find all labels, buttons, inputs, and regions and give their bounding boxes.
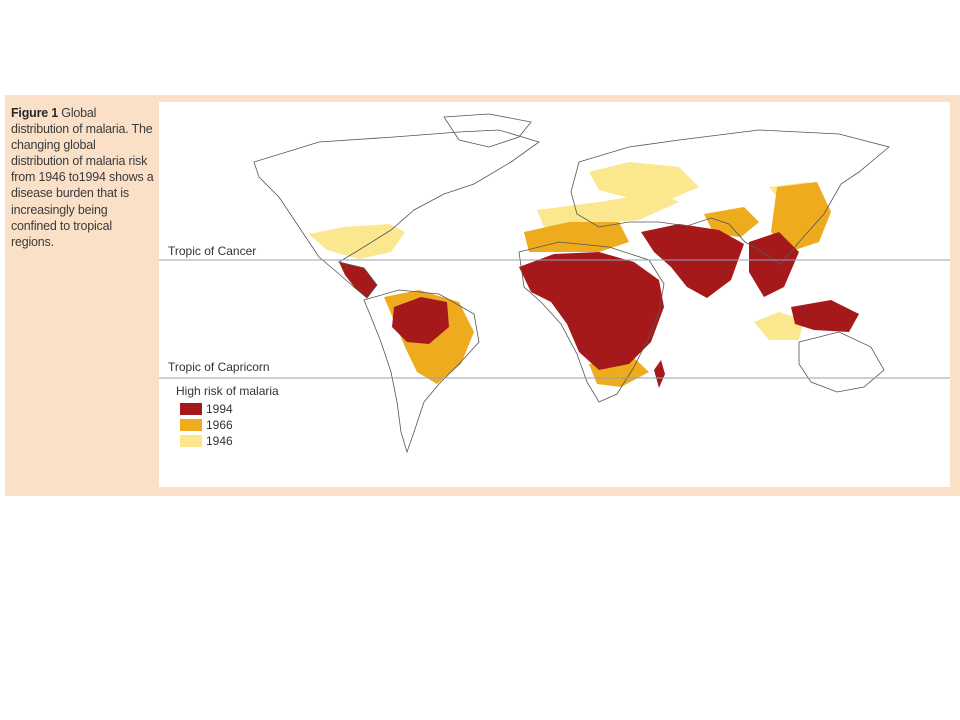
map-legend: High risk of malaria 1994 1966 1946	[176, 384, 279, 449]
tropic-of-cancer-label: Tropic of Cancer	[166, 244, 259, 258]
figure-caption: Figure 1 Global distribution of malaria.…	[11, 105, 156, 250]
legend-item-1994: 1994	[180, 401, 279, 417]
legend-label-1966: 1966	[206, 418, 233, 432]
legend-label-1994: 1994	[206, 402, 233, 416]
legend-swatch-1966	[180, 419, 202, 431]
caption-text: Global distribution of malaria. The chan…	[11, 106, 154, 249]
risk-zones-1994	[339, 224, 859, 388]
legend-item-1946: 1946	[180, 433, 279, 449]
figure-label: Figure 1	[11, 106, 59, 120]
legend-swatch-1994	[180, 403, 202, 415]
legend-title: High risk of malaria	[176, 384, 279, 398]
map-svg	[159, 113, 950, 454]
legend-swatch-1946	[180, 435, 202, 447]
world-map	[159, 102, 950, 487]
legend-label-1946: 1946	[206, 434, 233, 448]
legend-item-1966: 1966	[180, 417, 279, 433]
tropic-of-capricorn-label: Tropic of Capricorn	[166, 360, 272, 374]
continent-outlines	[253, 113, 890, 454]
